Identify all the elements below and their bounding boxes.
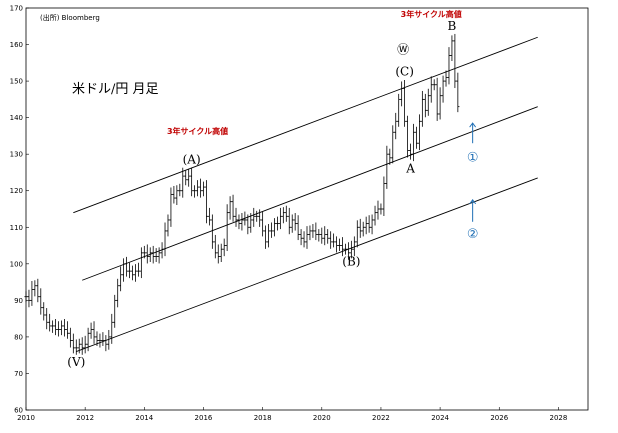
annotation-label: (B)	[342, 255, 360, 269]
y-tick-label: 60	[14, 407, 23, 415]
annotation-label: (A)	[183, 152, 201, 166]
y-tick-label: 100	[10, 260, 23, 268]
y-tick-label: 90	[14, 297, 23, 305]
y-tick-label: 160	[10, 41, 23, 49]
y-tick-label: 170	[10, 5, 23, 13]
x-tick-label: 2018	[254, 414, 272, 422]
y-tick-label: 80	[14, 333, 23, 341]
annotation-label: 3年サイクル高値	[167, 126, 228, 136]
annotation-label: A	[405, 161, 415, 175]
x-tick-label: 2022	[372, 414, 390, 422]
x-tick-label: 2016	[195, 414, 213, 422]
channel-arrowhead	[469, 122, 477, 128]
annotation-label: 3年サイクル高値	[401, 9, 462, 19]
x-tick-label: 2026	[490, 414, 508, 422]
y-tick-label: 130	[10, 151, 23, 159]
chart-source: (出所) Bloomberg	[40, 13, 100, 22]
channel-line	[73, 36, 538, 214]
y-tick-label: 110	[10, 224, 23, 232]
x-tick-label: 2028	[550, 414, 568, 422]
annotation-label: Ⓦ	[397, 43, 409, 57]
x-tick-label: 2014	[135, 414, 153, 422]
channel-line	[76, 177, 538, 352]
annotation-label: (C)	[395, 65, 414, 79]
y-tick-label: 150	[10, 78, 23, 86]
channel-line	[82, 106, 538, 281]
x-tick-label: 2012	[76, 414, 94, 422]
annotation-label: ①	[467, 150, 479, 165]
y-tick-label: 70	[14, 370, 23, 378]
y-tick-label: 120	[10, 187, 23, 195]
x-tick-label: 2010	[17, 414, 35, 422]
annotation-label: ②	[467, 227, 479, 242]
x-tick-label: 2024	[431, 414, 449, 422]
y-tick-label: 140	[10, 114, 23, 122]
channel-arrowhead	[469, 199, 477, 205]
annotation-label: (V)	[67, 355, 85, 369]
annotation-label: B	[448, 19, 457, 33]
x-tick-label: 2020	[313, 414, 331, 422]
chart-title: 米ドル/円 月足	[72, 82, 159, 97]
plot-frame	[25, 7, 589, 411]
